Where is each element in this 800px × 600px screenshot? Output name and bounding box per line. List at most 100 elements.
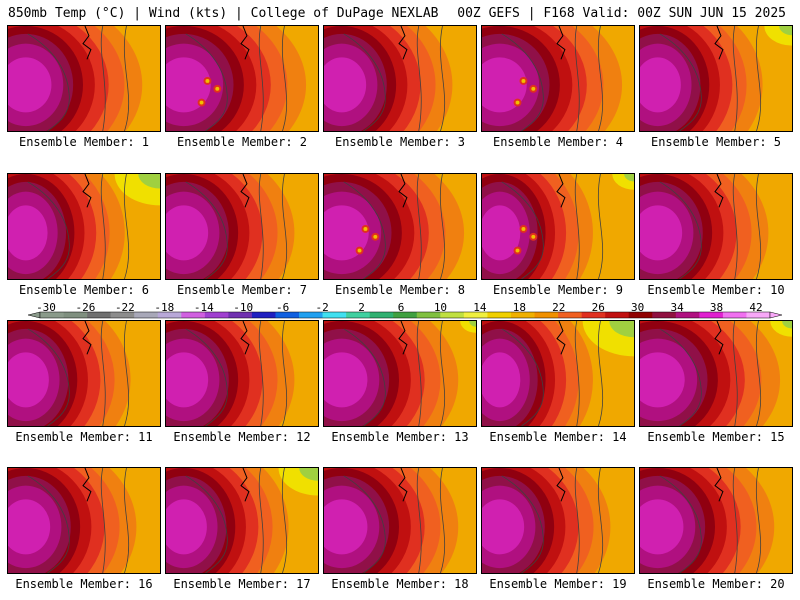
height-contour (27, 328, 70, 426)
colorbar-swatch (393, 312, 418, 318)
ensemble-member-label: Ensemble Member: 5 (650, 135, 782, 149)
temperature-map (166, 26, 318, 131)
height-contour (123, 26, 130, 131)
colorbar-swatch (346, 312, 370, 318)
height-contour (281, 26, 288, 131)
height-contour (281, 321, 288, 426)
height-contour (659, 33, 702, 131)
colorbar-swatch (63, 312, 88, 318)
colorbar-tick-label: 14 (473, 302, 487, 314)
ensemble-map-panel (639, 320, 793, 427)
ensemble-map-panel (481, 320, 635, 427)
temperature-map (8, 321, 160, 426)
colorbar-swatch (369, 312, 394, 318)
height-contour (732, 174, 738, 279)
height-contour (281, 468, 288, 573)
coastline (714, 26, 724, 60)
temperature-map (324, 174, 476, 279)
colorbar-swatch (722, 312, 747, 318)
temperature-map (482, 321, 634, 426)
colorbar-swatch (605, 312, 630, 318)
ensemble-map-panel (7, 173, 161, 280)
colorbar-swatch (675, 312, 700, 318)
height-contour (439, 174, 446, 279)
temperature-map (166, 174, 318, 279)
coastline (556, 321, 566, 355)
colorbar-tick-label: 6 (398, 302, 405, 314)
temperature-band (482, 205, 521, 261)
height-contour (574, 321, 580, 426)
ensemble-member-label: Ensemble Member: 3 (334, 135, 466, 149)
ensemble-member-label: Ensemble Member: 8 (334, 283, 466, 297)
colorbar-tick-label: 30 (631, 302, 644, 314)
colorbar-tick-label: -18 (154, 302, 174, 314)
ensemble-map-panel (323, 467, 477, 574)
ensemble-map-panel (165, 173, 319, 280)
height-contour (755, 321, 762, 426)
height-contour (439, 321, 446, 426)
height-contour (501, 33, 544, 131)
colorbar-tick-label: 34 (670, 302, 684, 314)
colorbar-swatch (181, 312, 206, 318)
colorbar-swatch (251, 312, 276, 318)
coastline (240, 321, 250, 355)
temperature-map (8, 174, 160, 279)
ensemble-map-panel (481, 467, 635, 574)
height-contour (123, 321, 130, 426)
colorbar-max-arrow (769, 311, 782, 319)
temperature-band (640, 352, 685, 408)
colorbar-swatch (275, 312, 300, 318)
coastline (714, 468, 724, 502)
colorbar-tick-label: -30 (36, 302, 56, 314)
temperature-band (166, 352, 209, 408)
height-contour (27, 33, 70, 131)
ensemble-member-label: Ensemble Member: 2 (176, 135, 308, 149)
ensemble-map-panel (323, 320, 477, 427)
height-contour (343, 181, 386, 279)
coastline (240, 174, 250, 208)
temperature-band (166, 205, 209, 261)
ensemble-member-label: Ensemble Member: 14 (489, 430, 627, 444)
height-contour (123, 174, 130, 279)
colorbar-swatch (487, 312, 512, 318)
colorbar-swatch (228, 312, 253, 318)
height-contour (732, 26, 738, 131)
colorbar-tick-label: -10 (233, 302, 253, 314)
temperature-band (324, 205, 369, 261)
temperature-band (8, 499, 51, 555)
ensemble-member-label: Ensemble Member: 11 (15, 430, 153, 444)
height-contour (258, 174, 264, 279)
temperature-colorbar: -30 -26 -22 -18 -14 -10 -6 -2 2 6 10 14 18 22 26 30 34 38… (28, 302, 782, 319)
height-contour (185, 33, 228, 131)
colorbar-swatch (558, 312, 582, 318)
coastline (398, 26, 408, 60)
colorbar-swatch (134, 312, 159, 318)
colorbar-tick-label: 42 (749, 302, 762, 314)
temperature-band (482, 499, 525, 555)
colorbar-swatch (322, 312, 347, 318)
ensemble-map-panel (165, 320, 319, 427)
height-contour (659, 328, 702, 426)
coastline (714, 321, 724, 355)
temperature-band (324, 352, 368, 408)
run-valid-time: 00Z GEFS | F168 Valid: 00Z SUN JUN 15 20… (457, 6, 786, 21)
height-contour (597, 26, 604, 131)
height-contour (755, 26, 762, 131)
colorbar-swatch (534, 312, 559, 318)
ensemble-member-label: Ensemble Member: 18 (331, 577, 469, 591)
coastline (240, 468, 250, 502)
map-title: 850mb Temp (°C) | Wind (kts) | College o… (8, 6, 439, 21)
colorbar-swatch (40, 312, 64, 318)
coastline (398, 174, 408, 208)
temperature-map (324, 468, 476, 573)
ensemble-map-panel (481, 25, 635, 132)
height-contour (501, 328, 544, 426)
colorbar-tick-label: -22 (115, 302, 135, 314)
ensemble-map-panel (165, 25, 319, 132)
height-contour (439, 26, 446, 131)
ensemble-map-panel (7, 25, 161, 132)
temperature-map (482, 468, 634, 573)
colorbar-swatch (628, 312, 653, 318)
ensemble-map-panel (323, 25, 477, 132)
temperature-map (166, 468, 318, 573)
